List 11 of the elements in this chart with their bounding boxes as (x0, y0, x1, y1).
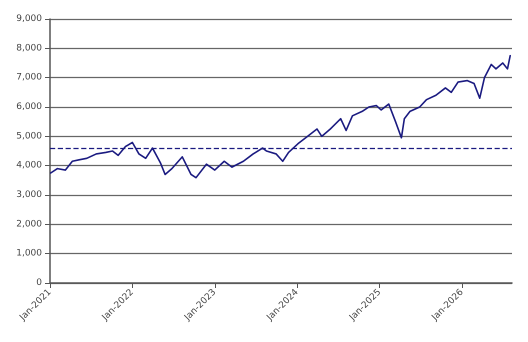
y-tick-label: 2,000 (16, 219, 42, 230)
y-tick-label: 6,000 (16, 102, 42, 112)
y-tick-label: 3,000 (16, 190, 42, 200)
y-tick-label: 9,000 (16, 14, 42, 24)
line-series (50, 54, 511, 178)
y-tick-label: 5,000 (16, 131, 42, 142)
y-tick-label: 4,000 (16, 160, 42, 171)
y-tick-label: 8,000 (16, 43, 42, 54)
y-tick-label: 7,000 (16, 72, 42, 83)
y-tick-label: 1,000 (16, 248, 42, 259)
y-tick-label: 0 (36, 278, 42, 288)
